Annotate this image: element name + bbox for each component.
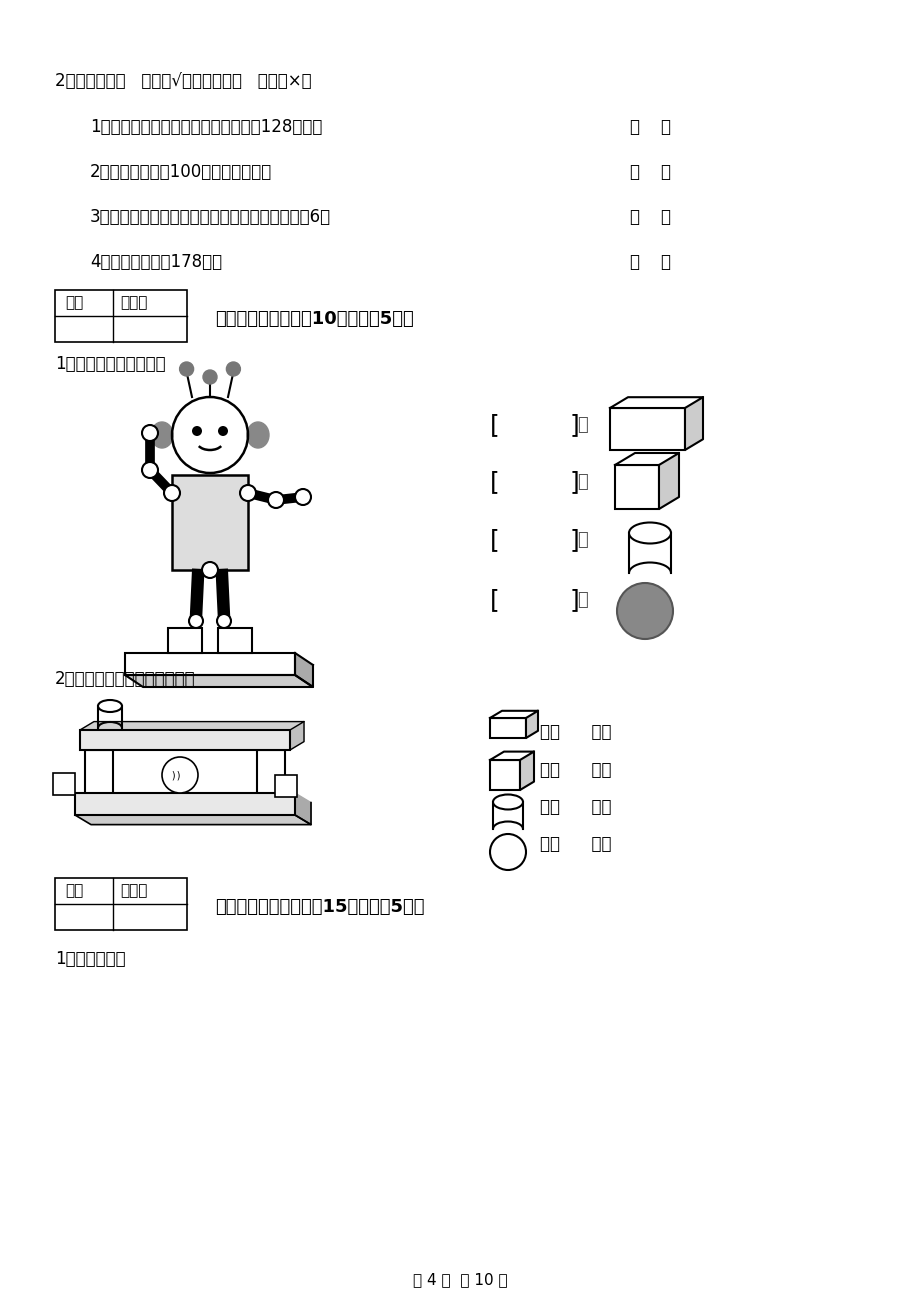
Text: ]: ] (570, 413, 579, 437)
Polygon shape (295, 654, 312, 687)
Polygon shape (609, 397, 702, 408)
Bar (172, 475, 248, 570)
Polygon shape (685, 397, 702, 450)
Polygon shape (75, 815, 311, 824)
Bar (490, 760, 519, 790)
Circle shape (164, 486, 180, 501)
Circle shape (142, 424, 158, 441)
Bar (256, 750, 285, 796)
Text: 得分: 得分 (65, 296, 83, 310)
Bar (614, 465, 658, 509)
Text: [: [ (490, 529, 499, 552)
Text: 2、正确的在（   ）里画√，错误的在（   ）里画×。: 2、正确的在（ ）里画√，错误的在（ ）里画×。 (55, 72, 312, 90)
Ellipse shape (246, 422, 268, 448)
Text: 有（      ）个: 有（ ）个 (539, 723, 611, 741)
Ellipse shape (629, 522, 670, 543)
Polygon shape (614, 453, 678, 465)
Polygon shape (526, 711, 538, 738)
Text: 七、看图说话（本题入15分，每题5分）: 七、看图说话（本题入15分，每题5分） (215, 898, 424, 917)
Bar (85, 750, 113, 796)
Bar (55, 290, 187, 342)
Text: 3、画一条６厘米长的线段，从尺子的刻度１画到6。: 3、画一条６厘米长的线段，从尺子的刻度１画到6。 (90, 208, 331, 227)
Text: )): )) (170, 769, 182, 780)
Circle shape (162, 756, 198, 793)
Bar (609, 408, 685, 450)
Text: 有（      ）个: 有（ ）个 (539, 760, 611, 779)
Ellipse shape (493, 794, 522, 810)
Text: 2、看看图，想一想，数一数。: 2、看看图，想一想，数一数。 (55, 671, 196, 687)
Text: 1、小明今年读二年级了，他的身高是128厘米。: 1、小明今年读二年级了，他的身高是128厘米。 (90, 118, 322, 135)
Text: 个: 个 (576, 591, 587, 609)
Text: （    ）: （ ） (630, 253, 670, 271)
Text: 2、１米的绳子比100厘米的绳子长。: 2、１米的绳子比100厘米的绳子长。 (90, 163, 272, 181)
Text: ]: ] (570, 470, 579, 493)
Text: 评卷人: 评卷人 (119, 883, 147, 898)
Text: [: [ (490, 589, 499, 612)
Ellipse shape (151, 422, 173, 448)
Text: 个: 个 (576, 473, 587, 491)
Polygon shape (658, 453, 678, 509)
Circle shape (295, 490, 311, 505)
Circle shape (202, 562, 218, 578)
Bar (53, 773, 75, 796)
Polygon shape (125, 674, 312, 687)
Text: 1、看图写数。: 1、看图写数。 (55, 950, 126, 967)
Circle shape (617, 583, 673, 639)
Circle shape (142, 462, 158, 478)
Bar (55, 878, 187, 930)
Circle shape (218, 426, 228, 436)
Circle shape (179, 362, 193, 376)
Text: （    ）: （ ） (630, 163, 670, 181)
Circle shape (267, 492, 284, 508)
Circle shape (203, 370, 217, 384)
Polygon shape (519, 751, 533, 790)
Text: 六、数一数（本题入10分，每题5分）: 六、数一数（本题入10分，每题5分） (215, 310, 414, 328)
Polygon shape (289, 721, 303, 750)
Text: 有（      ）个: 有（ ）个 (539, 835, 611, 853)
Circle shape (217, 615, 231, 628)
Bar (218, 628, 252, 654)
Bar (275, 775, 297, 797)
Circle shape (188, 615, 203, 628)
Text: 4、爸爸的身高有178米。: 4、爸爸的身高有178米。 (90, 253, 221, 271)
Bar (490, 717, 526, 738)
Text: （    ）: （ ） (630, 118, 670, 135)
Circle shape (226, 362, 240, 376)
Text: 有（      ）个: 有（ ）个 (539, 798, 611, 816)
Text: 个: 个 (576, 531, 587, 549)
Polygon shape (490, 711, 538, 717)
Text: 得分: 得分 (65, 883, 83, 898)
Circle shape (240, 486, 255, 501)
Text: 第 4 页  共 10 页: 第 4 页 共 10 页 (413, 1272, 506, 1286)
Text: （    ）: （ ） (630, 208, 670, 227)
Circle shape (490, 835, 526, 870)
Circle shape (192, 426, 202, 436)
Polygon shape (490, 751, 533, 760)
Bar (80, 730, 289, 750)
Ellipse shape (98, 700, 122, 712)
Text: 1、数一数，填一填吧。: 1、数一数，填一填吧。 (55, 355, 165, 372)
Text: ]: ] (570, 589, 579, 612)
Polygon shape (80, 721, 303, 730)
Text: [: [ (490, 470, 499, 493)
Text: [: [ (490, 413, 499, 437)
Text: 评卷人: 评卷人 (119, 296, 147, 310)
Polygon shape (295, 793, 311, 824)
Bar (168, 628, 202, 654)
Bar (125, 654, 295, 674)
Text: 个: 个 (576, 417, 587, 434)
Text: ]: ] (570, 529, 579, 552)
Bar (75, 793, 295, 815)
